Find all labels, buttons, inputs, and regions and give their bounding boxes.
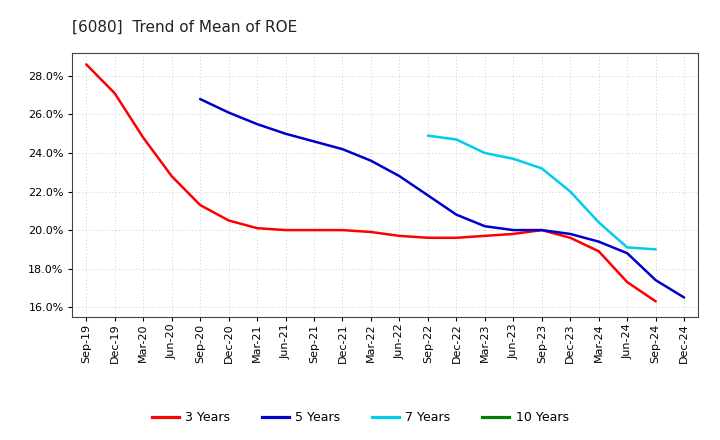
5 Years	[566, 231, 575, 237]
3 Years	[595, 249, 603, 254]
7 Years	[452, 137, 461, 142]
5 Years	[366, 158, 375, 163]
5 Years	[680, 295, 688, 300]
3 Years	[537, 227, 546, 233]
5 Years	[452, 212, 461, 217]
3 Years	[452, 235, 461, 240]
3 Years	[338, 227, 347, 233]
7 Years	[595, 220, 603, 225]
3 Years	[282, 227, 290, 233]
3 Years	[225, 218, 233, 223]
3 Years	[366, 229, 375, 235]
5 Years	[282, 131, 290, 136]
5 Years	[253, 121, 261, 127]
Legend: 3 Years, 5 Years, 7 Years, 10 Years: 3 Years, 5 Years, 7 Years, 10 Years	[146, 407, 574, 429]
3 Years	[167, 173, 176, 179]
Line: 5 Years: 5 Years	[200, 99, 684, 297]
7 Years	[566, 189, 575, 194]
7 Years	[423, 133, 432, 138]
5 Years	[537, 227, 546, 233]
3 Years	[623, 279, 631, 285]
7 Years	[623, 245, 631, 250]
3 Years	[480, 233, 489, 238]
3 Years	[652, 299, 660, 304]
3 Years	[509, 231, 518, 237]
3 Years	[253, 226, 261, 231]
5 Years	[652, 278, 660, 283]
7 Years	[652, 247, 660, 252]
5 Years	[509, 227, 518, 233]
3 Years	[423, 235, 432, 240]
5 Years	[595, 239, 603, 244]
7 Years	[480, 150, 489, 156]
3 Years	[566, 235, 575, 240]
5 Years	[423, 193, 432, 198]
3 Years	[395, 233, 404, 238]
5 Years	[225, 110, 233, 115]
3 Years	[110, 91, 119, 96]
7 Years	[509, 156, 518, 161]
5 Years	[480, 224, 489, 229]
5 Years	[395, 173, 404, 179]
7 Years	[537, 166, 546, 171]
5 Years	[196, 96, 204, 102]
5 Years	[310, 139, 318, 144]
5 Years	[338, 147, 347, 152]
3 Years	[310, 227, 318, 233]
Text: [6080]  Trend of Mean of ROE: [6080] Trend of Mean of ROE	[72, 20, 297, 35]
Line: 7 Years: 7 Years	[428, 136, 656, 249]
3 Years	[139, 135, 148, 140]
3 Years	[82, 62, 91, 67]
Line: 3 Years: 3 Years	[86, 64, 656, 301]
5 Years	[623, 250, 631, 256]
3 Years	[196, 202, 204, 208]
